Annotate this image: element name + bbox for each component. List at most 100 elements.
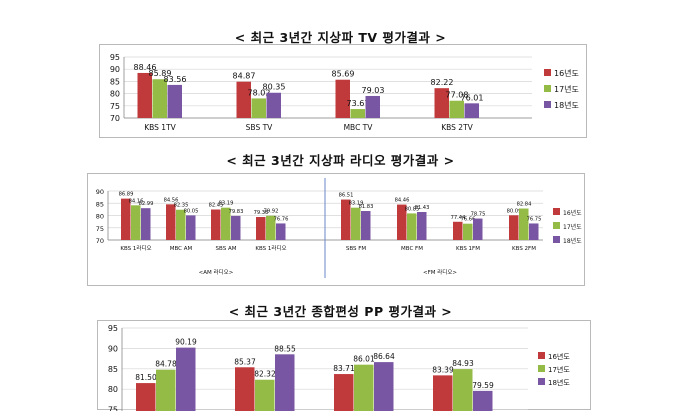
bar-value-label: 80.09: [507, 208, 522, 214]
y-tick-label: 90: [110, 65, 120, 74]
bar: [473, 390, 493, 411]
legend-label: 17년도: [563, 223, 582, 231]
bar-value-label: 83.71: [333, 364, 355, 373]
bar: [137, 72, 152, 118]
bar: [221, 207, 231, 240]
bar: [433, 375, 453, 411]
category-label: MBC TV: [344, 123, 374, 132]
category-label: MBC AM: [170, 246, 193, 252]
radio-chart-title: < 최근 3년간 지상파 라디오 평가결과 >: [226, 153, 455, 168]
y-tick-label: 70: [110, 114, 120, 123]
legend-swatch: [544, 101, 551, 108]
bar: [519, 208, 529, 240]
bar: [167, 84, 182, 118]
bar-value-label: 83.56: [164, 75, 187, 84]
bar-value-label: 83.19: [349, 201, 364, 207]
bar: [141, 208, 151, 240]
bar: [211, 209, 221, 240]
category-label: KBS 1FM: [456, 246, 480, 252]
bar: [152, 79, 167, 118]
category-label: SBS FM: [346, 246, 367, 252]
bar-value-label: 84.16: [129, 198, 144, 204]
bar: [397, 204, 407, 240]
bar: [509, 215, 519, 240]
bar: [407, 213, 417, 240]
legend-label: 17년도: [554, 84, 579, 94]
bar-value-label: 80.35: [263, 83, 286, 92]
pp-chart-frame: 75 80 85 90 95 81.50 84.78 90.19 85.37 82.32 88.55…: [97, 320, 591, 411]
bar-value-label: 85.37: [234, 357, 256, 366]
bar: [529, 223, 539, 240]
category-label: MBC FM: [401, 246, 423, 252]
bar-value-label: 83.39: [432, 365, 454, 374]
bar: [350, 109, 365, 118]
bar: [334, 374, 354, 411]
bar: [156, 369, 176, 411]
radio-chart-frame: 70 75 80 85 90 86.89 84.16 82.99 KBS 1라디오 84.56 82…: [87, 173, 585, 286]
legend-swatch: [553, 222, 560, 229]
tv-chart-title: < 최근 3년간 지상파 TV 평가결과 >: [234, 30, 447, 45]
y-tick-label: 90: [108, 344, 118, 353]
bar-value-label: 77.44: [451, 215, 467, 221]
bar: [255, 379, 275, 411]
bar-value-label: 86.51: [339, 193, 354, 199]
bar-value-label: 79.38: [254, 210, 269, 216]
tv-chart-frame: 70 75 80 85 90 95 88.46 85.89 83.56 KBS 1TV 84.87 7…: [99, 44, 587, 138]
y-tick-label: 75: [108, 406, 118, 411]
bar: [231, 215, 241, 240]
bar: [275, 354, 295, 411]
bar: [453, 369, 473, 411]
bar-value-label: 81.50: [135, 373, 157, 382]
category-label: KBS 1TV: [144, 123, 176, 132]
bar-value-label: 88.46: [134, 63, 157, 72]
y-tick-label: 70: [96, 237, 104, 245]
bar-value-label: 86.89: [119, 192, 134, 198]
legend-label: 16년도: [548, 352, 570, 361]
bar-value-label: 82.84: [517, 202, 533, 208]
legend-label: 18년도: [563, 237, 582, 245]
bar-value-label: 86.01: [353, 355, 375, 364]
y-tick-label: 95: [110, 53, 120, 62]
bar-value-label: 84.87: [233, 72, 256, 81]
y-tick-label: 90: [96, 188, 104, 196]
bar-value-label: 81.43: [415, 205, 430, 211]
legend-swatch: [553, 236, 560, 243]
bar: [335, 79, 350, 118]
bar: [417, 211, 427, 240]
category-label: KBS 1라디오: [255, 244, 286, 252]
bar-value-label: 85.69: [332, 70, 355, 79]
legend-swatch: [538, 352, 545, 359]
bar: [453, 221, 463, 240]
bar-value-label: 79.59: [472, 381, 494, 390]
bar-value-label: 82.99: [139, 201, 154, 207]
group-label-am: <AM 라디오>: [199, 268, 234, 276]
bar-value-label: 90.19: [175, 338, 197, 347]
bar-value-label: 82.22: [431, 78, 454, 87]
bar: [351, 207, 361, 240]
bar: [365, 95, 380, 118]
category-label: KBS 2TV: [441, 123, 473, 132]
y-tick-label: 80: [108, 385, 118, 394]
bar: [464, 103, 479, 118]
bar-value-label: 78.02: [248, 88, 271, 97]
bar-value-label: 83.19: [219, 201, 234, 207]
legend-label: 18년도: [554, 100, 579, 110]
bar: [166, 204, 176, 240]
bar-value-label: 79.92: [264, 209, 279, 215]
bar-value-label: 88.55: [274, 344, 296, 353]
bar-value-label: 84.56: [164, 197, 179, 203]
category-label: SBS AM: [216, 246, 237, 252]
bar-value-label: 80.05: [184, 208, 199, 214]
bar-value-label: 76.76: [274, 216, 289, 222]
bar: [276, 223, 286, 240]
bar: [434, 88, 449, 118]
bar: [266, 215, 276, 240]
bar: [176, 209, 186, 240]
bar: [473, 218, 483, 240]
group-label-fm: <FM 라디오>: [423, 268, 457, 276]
bar: [251, 98, 266, 118]
bar-value-label: 76.66: [461, 217, 476, 223]
bar: [361, 211, 371, 240]
